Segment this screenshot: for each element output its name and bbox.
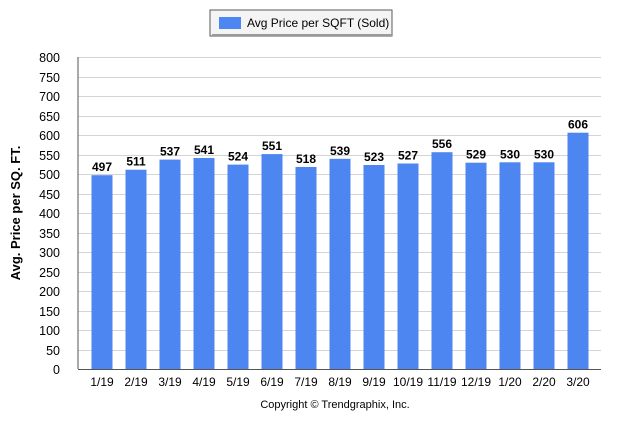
y-tick-label: 350 xyxy=(39,227,60,241)
bar xyxy=(261,154,283,369)
data-label: 556 xyxy=(432,137,452,151)
y-tick-label: 150 xyxy=(39,305,60,319)
x-tick-label: 2/20 xyxy=(532,375,556,389)
data-label: 523 xyxy=(364,150,384,164)
data-label: 530 xyxy=(534,147,554,161)
x-tick-label: 3/20 xyxy=(566,375,590,389)
x-tick-label: 4/19 xyxy=(192,375,216,389)
legend-shadow xyxy=(212,34,392,36)
y-axis-title: Avg. Price per SQ. FT. xyxy=(8,146,23,281)
bar xyxy=(193,158,215,369)
bar xyxy=(363,165,385,369)
y-tick-label: 250 xyxy=(39,266,60,280)
bars xyxy=(91,132,589,369)
data-label: 529 xyxy=(466,148,486,162)
bar xyxy=(465,162,487,369)
y-tick-label: 750 xyxy=(39,71,60,85)
x-tick-label: 2/19 xyxy=(124,375,148,389)
bar xyxy=(431,152,453,369)
legend: Avg Price per SQFT (Sold) xyxy=(209,9,393,37)
bar xyxy=(159,159,181,369)
y-tick-label: 0 xyxy=(53,363,60,377)
x-tick-label: 10/19 xyxy=(393,375,423,389)
y-tick-label: 100 xyxy=(39,324,60,338)
data-label: 539 xyxy=(330,144,350,158)
data-label: 511 xyxy=(126,155,146,169)
bar xyxy=(567,132,589,369)
x-tick-labels: 1/19 2/19 3/19 4/19 5/19 6/19 7/19 8/19 9/19 10/1… xyxy=(90,375,590,389)
y-tick-label: 700 xyxy=(39,90,60,104)
x-tick-label: 3/19 xyxy=(158,375,182,389)
bar xyxy=(499,162,521,369)
data-label: 541 xyxy=(194,143,214,157)
y-tick-label: 500 xyxy=(39,168,60,182)
data-label: 524 xyxy=(228,150,248,164)
x-tick-label: 11/19 xyxy=(427,375,456,389)
y-tick-label: 200 xyxy=(39,285,60,299)
bar xyxy=(227,164,249,369)
y-tick-label: 550 xyxy=(39,149,60,163)
data-label: 527 xyxy=(398,149,418,163)
x-tick-label: 12/19 xyxy=(461,375,491,389)
x-tick-label: 6/19 xyxy=(260,375,284,389)
legend-label: Avg Price per SQFT (Sold) xyxy=(247,16,389,30)
y-tick-label: 300 xyxy=(39,246,60,260)
bar xyxy=(125,169,147,369)
bar xyxy=(329,158,351,369)
data-label: 518 xyxy=(296,152,316,166)
x-tick-label: 8/19 xyxy=(328,375,352,389)
x-tick-label: 1/19 xyxy=(90,375,114,389)
x-tick-label: 7/19 xyxy=(294,375,318,389)
data-labels: 497 511 537 541 524 551 518 539 523 527 556 529 530 5… xyxy=(92,118,588,175)
y-tick-label: 600 xyxy=(39,129,60,143)
y-tick-label: 450 xyxy=(39,188,60,202)
y-tick-labels: 0 50 100 150 200 250 300 350 400 450 500 550 600 650 7… xyxy=(39,51,60,377)
bar xyxy=(91,175,113,369)
y-tick-label: 800 xyxy=(39,51,60,65)
bar xyxy=(295,167,317,369)
data-label: 537 xyxy=(160,145,180,159)
y-tick-label: 400 xyxy=(39,207,60,221)
bar xyxy=(533,162,555,369)
y-tick-label: 650 xyxy=(39,110,60,124)
copyright-footer: Copyright © Trendgraphix, Inc. xyxy=(260,399,409,411)
data-label: 606 xyxy=(568,118,588,132)
bar xyxy=(397,163,419,369)
x-tick-label: 5/19 xyxy=(226,375,250,389)
x-tick-label: 1/20 xyxy=(498,375,522,389)
data-label: 497 xyxy=(92,160,112,174)
data-label: 551 xyxy=(262,139,282,153)
y-tick-label: 50 xyxy=(46,344,60,358)
data-label: 530 xyxy=(500,147,520,161)
x-tick-label: 9/19 xyxy=(362,375,386,389)
legend-swatch xyxy=(219,17,241,29)
